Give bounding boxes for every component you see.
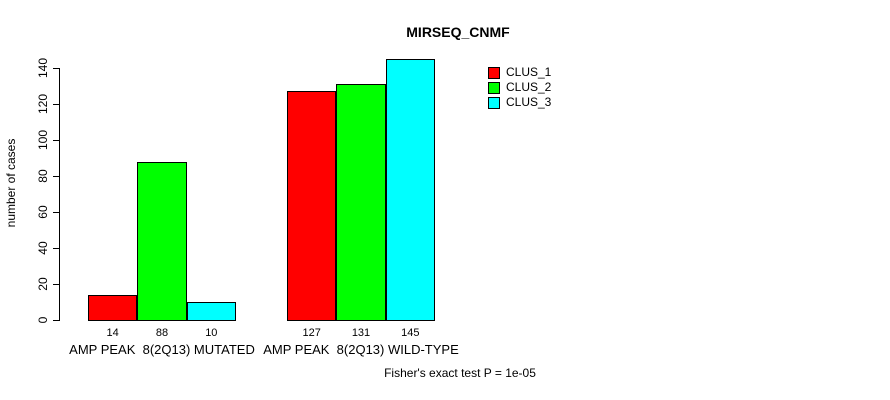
y-tick-label: 120 [36,93,50,115]
y-tick-label: 20 [36,277,50,291]
bar [385,59,435,321]
legend-swatch [488,66,500,79]
legend-swatch [488,96,500,109]
bar-value-label: 145 [401,327,420,339]
bar-value-label: 10 [205,327,218,339]
y-tick-label: 80 [36,169,50,183]
bar [287,91,337,321]
y-tick-label: 0 [36,316,50,324]
y-axis-line [59,68,60,321]
chart-title: MIRSEQ_CNMF [406,24,510,40]
group-label: AMP PEAK 8(2Q13) WILD-TYPE [263,342,459,357]
bar [186,302,236,321]
bar-value-label: 127 [302,327,321,339]
y-tick [53,68,59,69]
legend-label: CLUS_1 [506,65,552,79]
legend-item: CLUS_2 [488,80,551,95]
legend-label: CLUS_3 [506,95,552,109]
y-tick [53,140,59,141]
y-tick-label: 60 [36,205,50,219]
y-tick [53,104,59,105]
y-tick [53,248,59,249]
legend-label: CLUS_2 [506,80,552,94]
bar [88,294,138,321]
y-tick-label: 140 [36,57,50,79]
y-tick-label: 40 [36,241,50,255]
legend: CLUS_1 CLUS_2 CLUS_3 [488,65,551,110]
bar-value-label: 14 [106,327,119,339]
annotation-text: Fisher's exact test P = 1e-05 [384,366,536,380]
bar [137,161,187,321]
legend-swatch [488,81,500,94]
legend-item: CLUS_1 [488,65,551,80]
y-axis-label: number of cases [4,138,18,228]
bar-value-label: 88 [155,327,169,339]
group-label: AMP PEAK 8(2Q13) MUTATED [69,342,255,357]
y-tick [53,176,59,177]
bar-value-label: 131 [351,327,371,339]
bar [336,84,386,321]
y-tick [53,284,59,285]
y-tick-label: 100 [36,129,50,151]
legend-item: CLUS_3 [488,95,551,110]
y-tick [53,212,59,213]
y-tick [53,320,59,321]
